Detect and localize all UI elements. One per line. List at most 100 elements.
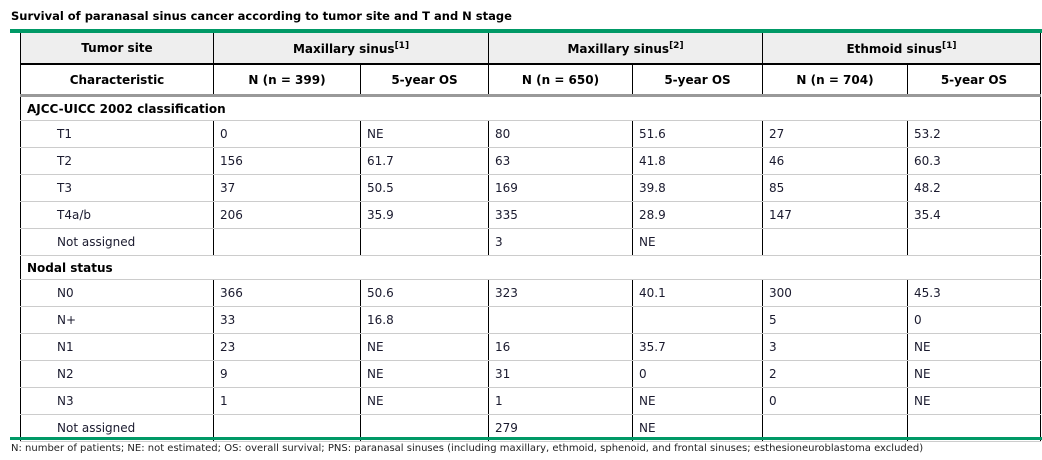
cell-5yr-os: 61.7 <box>360 147 489 175</box>
cell-n: 46 <box>762 147 908 175</box>
header-subcol: N (n = 399) <box>213 64 361 97</box>
cell-n: 0 <box>762 387 908 415</box>
cell-n: 31 <box>488 360 633 388</box>
cell-n: 3 <box>488 228 633 256</box>
cell-5yr-os: NE <box>632 387 763 415</box>
cell-5yr-os: 51.6 <box>632 120 763 148</box>
cell-5yr-os <box>907 228 1041 256</box>
reference-link[interactable]: [2] <box>669 40 684 51</box>
cell-5yr-os: 28.9 <box>632 201 763 229</box>
row-label: N2 <box>20 360 214 388</box>
row-label: N0 <box>20 279 214 307</box>
cell-n: 0 <box>213 120 361 148</box>
cell-n: 9 <box>213 360 361 388</box>
cell-5yr-os: 48.2 <box>907 174 1041 202</box>
top-rule <box>10 29 1042 33</box>
reference-link[interactable]: [1] <box>942 40 957 51</box>
cell-5yr-os: 35.4 <box>907 201 1041 229</box>
section-label: Nodal status <box>20 255 1041 280</box>
header-tumor-site: Tumor site <box>20 33 214 65</box>
header-row-groups: Tumor site Maxillary sinus[1] Maxillary … <box>20 33 1041 65</box>
table-row: N1 23 NE 16 35.7 3 NE <box>20 333 1041 361</box>
cell-5yr-os: NE <box>632 228 763 256</box>
cell-n: 206 <box>213 201 361 229</box>
row-label: T1 <box>20 120 214 148</box>
table-body: AJCC-UICC 2002 classification T1 0 NE 80 51.6… <box>20 95 1041 442</box>
cell-5yr-os: NE <box>360 120 489 148</box>
table-row: N2 9 NE 31 0 2 NE <box>20 360 1041 388</box>
cell-n: 323 <box>488 279 633 307</box>
cell-n <box>762 228 908 256</box>
cell-n: 335 <box>488 201 633 229</box>
table-row: T3 37 50.5 169 39.8 85 48.2 <box>20 174 1041 202</box>
cell-5yr-os: 16.8 <box>360 306 489 334</box>
cell-5yr-os: 35.9 <box>360 201 489 229</box>
cell-5yr-os: 60.3 <box>907 147 1041 175</box>
cell-n: 1 <box>213 387 361 415</box>
table-row: T2 156 61.7 63 41.8 46 60.3 <box>20 147 1041 175</box>
row-label: N+ <box>20 306 214 334</box>
cell-n: 300 <box>762 279 908 307</box>
cell-n: 156 <box>213 147 361 175</box>
header-group: Maxillary sinus[2] <box>488 33 763 65</box>
row-label: N3 <box>20 387 214 415</box>
cell-5yr-os: 50.5 <box>360 174 489 202</box>
section-row: AJCC-UICC 2002 classification <box>20 95 1041 121</box>
reference-link[interactable]: [1] <box>394 40 410 51</box>
table-row: T4a/b 206 35.9 335 28.9 147 35.4 <box>20 201 1041 229</box>
cell-n: 2 <box>762 360 908 388</box>
cell-5yr-os: NE <box>907 387 1041 415</box>
cell-5yr-os: 50.6 <box>360 279 489 307</box>
row-label: N1 <box>20 333 214 361</box>
table-row: N+ 33 16.8 5 0 <box>20 306 1041 334</box>
cell-n: 27 <box>762 120 908 148</box>
cell-n: 23 <box>213 333 361 361</box>
table-row: Not assigned 3 NE <box>20 228 1041 256</box>
cell-5yr-os: 45.3 <box>907 279 1041 307</box>
cell-n: 63 <box>488 147 633 175</box>
cell-n: 85 <box>762 174 908 202</box>
cell-5yr-os: NE <box>360 360 489 388</box>
table-row: N3 1 NE 1 NE 0 NE <box>20 387 1041 415</box>
bottom-rule <box>10 437 1042 440</box>
header-row-subcols: Characteristic N (n = 399) 5-year OS N (… <box>20 64 1041 97</box>
table-row: N0 366 50.6 323 40.1 300 45.3 <box>20 279 1041 307</box>
cell-5yr-os: 39.8 <box>632 174 763 202</box>
table-title: Survival of paranasal sinus cancer accor… <box>11 9 512 23</box>
cell-5yr-os <box>632 306 763 334</box>
cell-5yr-os <box>360 228 489 256</box>
row-label: T3 <box>20 174 214 202</box>
row-label: Not assigned <box>20 228 214 256</box>
header-characteristic: Characteristic <box>20 64 214 97</box>
cell-5yr-os: NE <box>360 333 489 361</box>
footnote: N: number of patients; NE: not estimated… <box>11 443 924 454</box>
cell-5yr-os: NE <box>360 387 489 415</box>
survival-table: Tumor site Maxillary sinus[1] Maxillary … <box>20 33 1041 442</box>
cell-5yr-os: 41.8 <box>632 147 763 175</box>
cell-5yr-os: 40.1 <box>632 279 763 307</box>
cell-n: 80 <box>488 120 633 148</box>
cell-n <box>488 306 633 334</box>
cell-5yr-os: 53.2 <box>907 120 1041 148</box>
header-subcol: 5-year OS <box>360 64 489 97</box>
header-subcol: 5-year OS <box>632 64 763 97</box>
cell-5yr-os: NE <box>907 333 1041 361</box>
cell-n: 366 <box>213 279 361 307</box>
cell-n: 147 <box>762 201 908 229</box>
cell-n: 16 <box>488 333 633 361</box>
cell-5yr-os: 0 <box>632 360 763 388</box>
row-label: T4a/b <box>20 201 214 229</box>
cell-n: 1 <box>488 387 633 415</box>
cell-5yr-os: 35.7 <box>632 333 763 361</box>
cell-n: 33 <box>213 306 361 334</box>
header-subcol: N (n = 704) <box>762 64 908 97</box>
cell-5yr-os: NE <box>907 360 1041 388</box>
header-group: Maxillary sinus[1] <box>213 33 489 65</box>
header-subcol: N (n = 650) <box>488 64 633 97</box>
section-row: Nodal status <box>20 255 1041 280</box>
cell-n: 3 <box>762 333 908 361</box>
header-group: Ethmoid sinus[1] <box>762 33 1041 65</box>
table-row: T1 0 NE 80 51.6 27 53.2 <box>20 120 1041 148</box>
cell-n: 5 <box>762 306 908 334</box>
section-label: AJCC-UICC 2002 classification <box>20 95 1041 121</box>
